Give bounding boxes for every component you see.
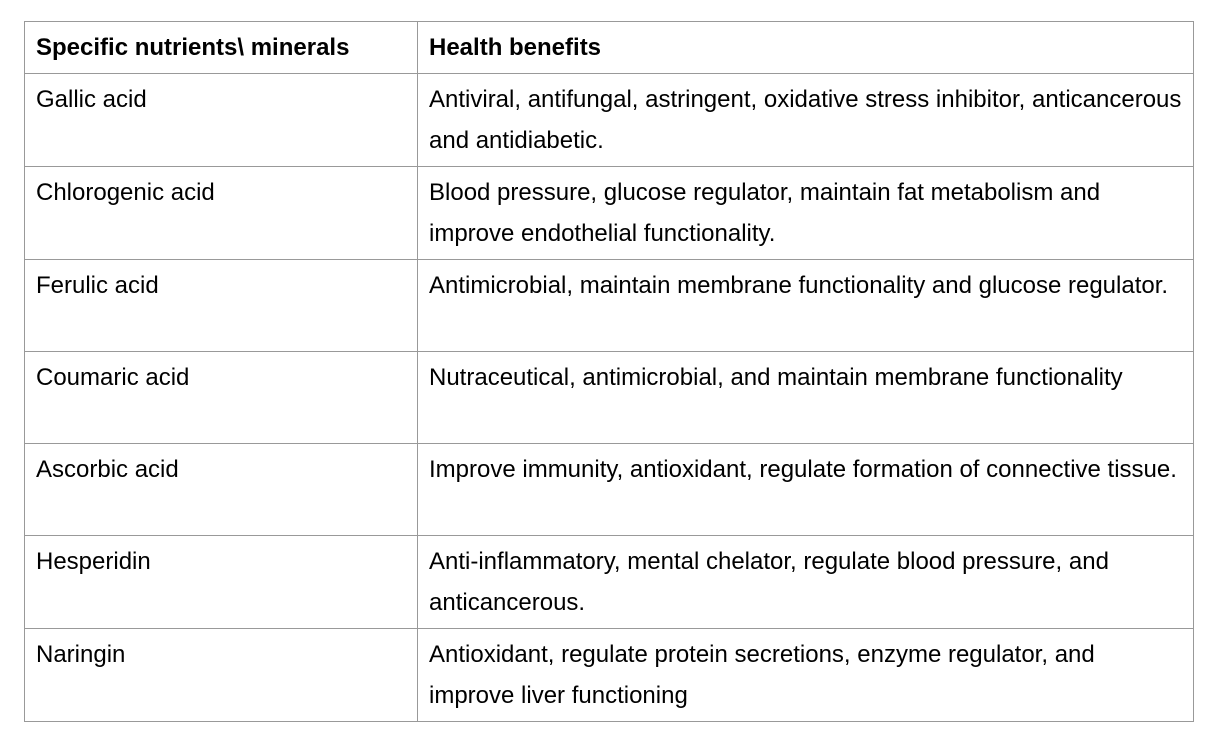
- table-row: Naringin Antioxidant, regulate protein s…: [24, 628, 1194, 722]
- nutrient-cell: Naringin: [24, 628, 418, 722]
- benefits-cell: Antiviral, antifungal, astringent, oxida…: [417, 73, 1194, 167]
- table-row: Ascorbic acid Improve immunity, antioxid…: [24, 443, 1194, 536]
- benefits-cell: Antioxidant, regulate protein secretions…: [417, 628, 1194, 722]
- benefits-cell: Anti-inflammatory, mental chelator, regu…: [417, 535, 1194, 629]
- benefits-cell: Blood pressure, glucose regulator, maint…: [417, 166, 1194, 260]
- table-row: Hesperidin Anti-inflammatory, mental che…: [24, 535, 1194, 629]
- nutrients-table: Specific nutrients\ minerals Health bene…: [24, 21, 1194, 722]
- nutrient-cell: Gallic acid: [24, 73, 418, 167]
- nutrient-cell: Ferulic acid: [24, 259, 418, 352]
- table-header: Specific nutrients\ minerals Health bene…: [24, 21, 1194, 74]
- header-row: Specific nutrients\ minerals Health bene…: [24, 21, 1194, 74]
- header-nutrient: Specific nutrients\ minerals: [24, 21, 418, 74]
- nutrient-cell: Ascorbic acid: [24, 443, 418, 536]
- nutrient-cell: Chlorogenic acid: [24, 166, 418, 260]
- header-benefits: Health benefits: [417, 21, 1194, 74]
- nutrient-cell: Hesperidin: [24, 535, 418, 629]
- benefits-cell: Improve immunity, antioxidant, regulate …: [417, 443, 1194, 536]
- table-row: Chlorogenic acid Blood pressure, glucose…: [24, 166, 1194, 260]
- table-row: Coumaric acid Nutraceutical, antimicrobi…: [24, 351, 1194, 444]
- nutrient-cell: Coumaric acid: [24, 351, 418, 444]
- table-row: Ferulic acid Antimicrobial, maintain mem…: [24, 259, 1194, 352]
- table-body: Gallic acid Antiviral, antifungal, astri…: [24, 73, 1194, 722]
- benefits-cell: Antimicrobial, maintain membrane functio…: [417, 259, 1194, 352]
- table-row: Gallic acid Antiviral, antifungal, astri…: [24, 73, 1194, 167]
- benefits-cell: Nutraceutical, antimicrobial, and mainta…: [417, 351, 1194, 444]
